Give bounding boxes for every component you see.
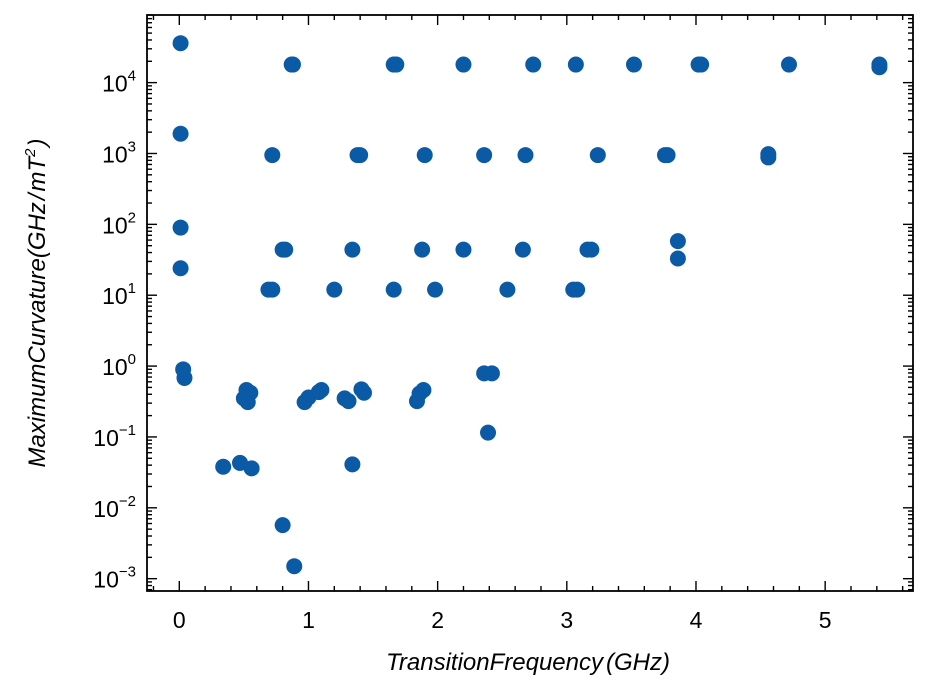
data-point — [780, 56, 797, 73]
y-axis-label-close: ) — [24, 138, 51, 149]
y-axis-label-unit1: GHz — [24, 202, 51, 250]
y-tick-label: 101 — [102, 280, 136, 309]
data-point — [239, 394, 256, 411]
data-point — [760, 149, 777, 166]
minor-ticks — [147, 14, 913, 591]
data-point — [264, 147, 281, 164]
data-point — [480, 424, 497, 441]
data-point — [344, 241, 361, 258]
y-tick-label: 10−1 — [93, 422, 136, 451]
data-point — [414, 241, 431, 258]
data-point — [589, 147, 606, 164]
y-tick-label-exponent: 0 — [128, 351, 136, 368]
x-axis-label-main: TransitionFrequency — [386, 649, 605, 676]
data-point — [569, 281, 586, 298]
data-point — [284, 56, 301, 73]
data-point — [352, 147, 369, 164]
data-point — [326, 281, 343, 298]
data-point — [525, 56, 542, 73]
y-axis-label: MaximumCurvature(GHz/mT2) — [22, 138, 51, 467]
x-tick-labels: 0 1 2 3 4 5 — [173, 607, 832, 633]
data-point — [356, 384, 373, 401]
data-point — [243, 460, 260, 477]
major-ticks — [147, 15, 913, 591]
y-tick-label-base: 10 — [102, 354, 128, 380]
x-tick-label: 1 — [302, 607, 315, 633]
y-tick-label: 103 — [102, 138, 136, 167]
data-point — [669, 233, 686, 250]
y-tick-label-exponent: 4 — [128, 68, 136, 85]
y-tick-label: 102 — [102, 209, 136, 238]
data-point — [567, 56, 584, 73]
plot-frame — [146, 14, 914, 592]
data-point — [286, 558, 303, 575]
data-point — [264, 281, 281, 298]
data-point — [871, 59, 888, 76]
y-tick-label: 10−2 — [93, 493, 136, 522]
data-points — [172, 35, 888, 575]
data-point — [416, 147, 433, 164]
data-point — [313, 381, 330, 398]
y-tick-label-base: 10 — [102, 283, 128, 309]
x-axis-label-unit: GHz — [614, 649, 662, 676]
x-axis-label: TransitionFrequency (GHz) — [386, 649, 670, 676]
y-axis-label-open: ( — [24, 247, 51, 258]
y-tick-label: 100 — [102, 351, 136, 380]
data-point — [277, 241, 294, 258]
y-axis-label-unit2: mT — [24, 154, 51, 191]
x-axis-label-close: ) — [659, 649, 670, 676]
data-point — [172, 260, 189, 277]
y-axis-label-slash: / — [24, 191, 51, 202]
y-tick-label-base: 10 — [93, 425, 119, 451]
data-point — [344, 456, 361, 473]
x-tick-label: 2 — [431, 607, 444, 633]
data-point — [455, 56, 472, 73]
y-tick-label-base: 10 — [93, 567, 119, 593]
y-tick-label: 104 — [102, 68, 136, 97]
data-point — [415, 381, 432, 398]
data-point — [455, 241, 472, 258]
y-tick-label-exponent: −1 — [119, 422, 136, 439]
data-point — [176, 369, 193, 386]
data-point — [499, 281, 516, 298]
data-point — [215, 458, 232, 475]
data-point — [388, 56, 405, 73]
data-point — [483, 365, 500, 382]
x-tick-label: 5 — [819, 607, 832, 633]
data-point — [583, 241, 600, 258]
data-point — [476, 147, 493, 164]
data-point — [172, 125, 189, 142]
data-point — [340, 393, 357, 410]
x-tick-label: 4 — [690, 607, 703, 633]
y-tick-label-base: 10 — [102, 141, 128, 167]
data-point — [659, 147, 676, 164]
data-point — [385, 281, 402, 298]
y-axis-label-main: MaximumCurvature — [24, 258, 51, 467]
x-axis-label-open: ( — [606, 649, 617, 676]
y-tick-label-exponent: 3 — [128, 138, 136, 155]
y-axis-label-exp: 2 — [22, 148, 39, 158]
x-tick-label: 3 — [560, 607, 573, 633]
y-tick-label-base: 10 — [102, 71, 128, 97]
data-point — [517, 147, 534, 164]
y-tick-label-base: 10 — [102, 212, 128, 238]
y-tick-label-exponent: −3 — [119, 564, 136, 581]
data-point — [693, 56, 710, 73]
data-point — [514, 241, 531, 258]
y-tick-label-base: 10 — [93, 496, 119, 522]
data-point — [669, 250, 686, 267]
data-point — [427, 281, 444, 298]
data-point — [172, 35, 189, 52]
data-point — [274, 517, 291, 534]
data-point — [625, 56, 642, 73]
y-tick-label-exponent: −2 — [119, 493, 136, 510]
y-tick-label-exponent: 2 — [128, 209, 136, 226]
y-tick-label-exponent: 1 — [128, 280, 136, 297]
x-tick-label: 0 — [173, 607, 186, 633]
y-tick-label: 10−3 — [93, 564, 136, 593]
data-point — [172, 219, 189, 236]
